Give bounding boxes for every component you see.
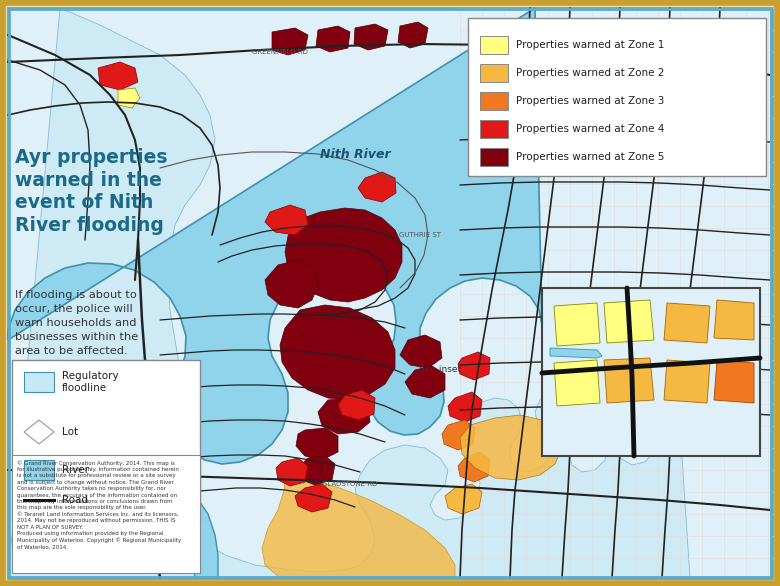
Polygon shape <box>714 360 754 403</box>
Bar <box>480 148 508 166</box>
Polygon shape <box>8 8 690 578</box>
Bar <box>480 36 508 54</box>
Polygon shape <box>276 458 308 486</box>
Bar <box>24 372 54 392</box>
Text: GUTHRIE ST: GUTHRIE ST <box>399 232 441 238</box>
Polygon shape <box>24 420 54 444</box>
Text: If flooding is about to
occur, the police will
warn households and
businesses wi: If flooding is about to occur, the polic… <box>15 290 138 356</box>
Text: GREENFIELD RD: GREENFIELD RD <box>252 49 308 55</box>
Polygon shape <box>604 300 654 343</box>
Polygon shape <box>550 348 602 358</box>
Polygon shape <box>262 475 455 578</box>
Polygon shape <box>458 352 490 380</box>
Bar <box>542 288 760 456</box>
Polygon shape <box>118 88 140 108</box>
Polygon shape <box>285 208 402 302</box>
Polygon shape <box>400 335 442 368</box>
Text: See inset: See inset <box>419 366 461 374</box>
Polygon shape <box>316 26 350 52</box>
Text: Regulatory
floodline: Regulatory floodline <box>62 371 119 393</box>
Text: Properties warned at Zone 5: Properties warned at Zone 5 <box>516 152 665 162</box>
Text: Properties warned at Zone 3: Properties warned at Zone 3 <box>516 96 665 106</box>
Polygon shape <box>604 358 654 403</box>
Polygon shape <box>354 24 388 50</box>
Polygon shape <box>405 366 445 398</box>
Polygon shape <box>8 8 542 464</box>
Polygon shape <box>664 360 710 403</box>
Polygon shape <box>554 303 600 346</box>
Polygon shape <box>482 22 588 86</box>
Bar <box>468 18 766 176</box>
Bar <box>10 10 215 570</box>
Polygon shape <box>295 484 332 512</box>
Polygon shape <box>358 172 396 202</box>
Polygon shape <box>460 415 562 480</box>
Polygon shape <box>272 28 308 55</box>
Text: Properties warned at Zone 2: Properties warned at Zone 2 <box>516 68 665 78</box>
Text: GLADSTONE RD: GLADSTONE RD <box>322 481 378 487</box>
Bar <box>12 455 200 573</box>
Polygon shape <box>338 390 375 420</box>
Text: Properties warned at Zone 4: Properties warned at Zone 4 <box>516 124 665 134</box>
Text: Nith River: Nith River <box>320 148 390 162</box>
Text: Properties warned at Zone 1: Properties warned at Zone 1 <box>516 40 665 50</box>
Polygon shape <box>265 205 308 235</box>
Text: River: River <box>62 465 89 475</box>
Bar <box>480 92 508 110</box>
Polygon shape <box>280 305 395 400</box>
Bar <box>480 120 508 138</box>
Polygon shape <box>458 452 490 482</box>
Polygon shape <box>664 303 710 343</box>
Bar <box>480 64 508 82</box>
Bar <box>12 360 200 522</box>
Polygon shape <box>298 456 335 485</box>
Bar <box>24 460 54 480</box>
Polygon shape <box>398 22 428 48</box>
Polygon shape <box>265 260 318 308</box>
Text: © Grand River Conservation Authority, 2014. This map is
for illustrative purpose: © Grand River Conservation Authority, 20… <box>17 460 181 550</box>
Polygon shape <box>148 465 218 578</box>
Text: Road: Road <box>62 495 88 505</box>
Polygon shape <box>98 62 138 90</box>
Polygon shape <box>296 428 338 460</box>
Polygon shape <box>445 484 482 514</box>
Polygon shape <box>448 392 482 422</box>
Polygon shape <box>714 300 754 340</box>
Polygon shape <box>442 420 475 450</box>
Polygon shape <box>554 360 600 406</box>
Text: Ayr properties
warned in the
event of Nith
River flooding: Ayr properties warned in the event of Ni… <box>15 148 168 235</box>
Text: Lot: Lot <box>62 427 78 437</box>
Polygon shape <box>318 398 370 434</box>
